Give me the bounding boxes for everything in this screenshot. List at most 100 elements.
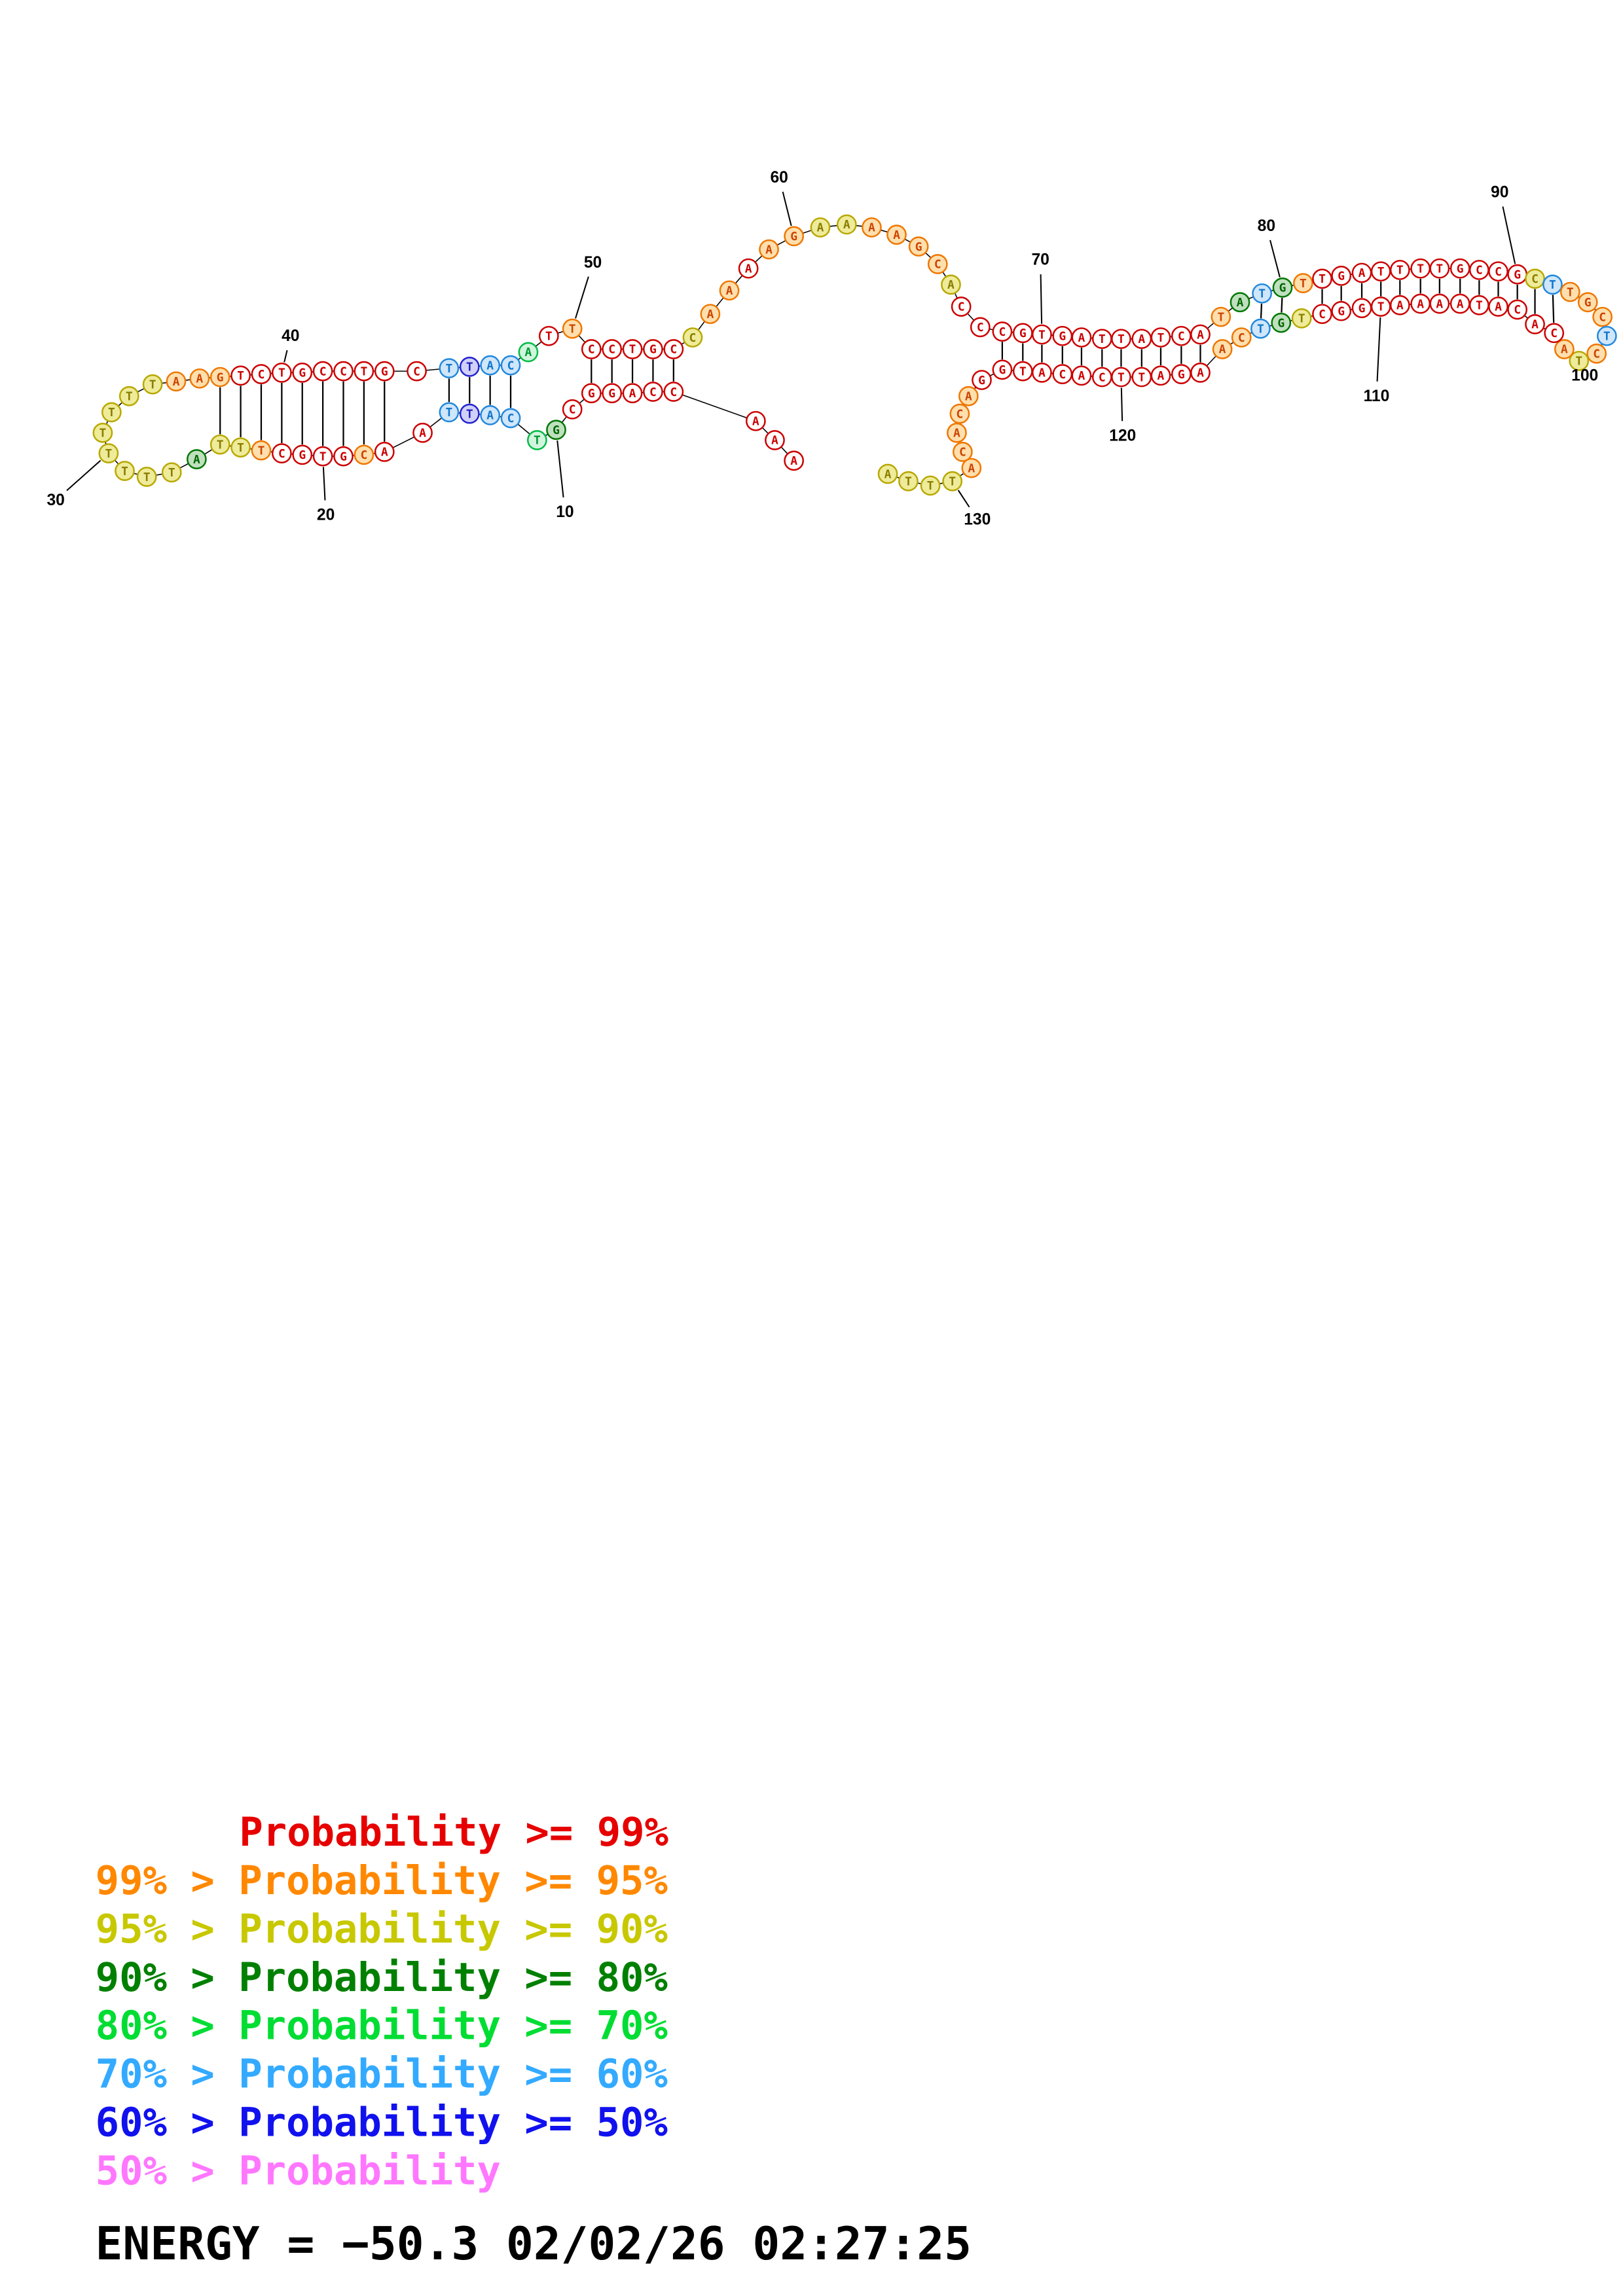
nucleotide-circle [581,383,602,404]
nucleotide-circle [439,358,460,378]
nucleotide-circle [312,361,333,382]
nucleotide-circle [189,368,210,389]
nucleotide-circle [98,443,119,463]
nucleotide-circle [992,359,1013,380]
label-leader-line [957,490,970,508]
position-label: 20 [317,507,335,524]
nucleotide-circle [439,402,460,423]
nucleotide-circle [682,327,703,348]
nucleotide-circle [251,364,272,384]
nucleotide-circle [1389,295,1410,315]
nucleotide-circle [1351,298,1372,319]
nucleotide-circle [942,471,963,492]
label-leader-lines [66,191,1577,508]
position-label: 10 [556,503,574,521]
nucleotide-circle [1569,351,1590,371]
nucleotide-circle [643,339,663,359]
nucleotide-circle [1389,260,1410,280]
nucleotide-circle [354,444,374,465]
nucleotide-circle [1507,299,1527,320]
nucleotide-circle [333,361,354,382]
position-label: 40 [282,327,299,345]
nucleotide-circle [602,383,623,404]
nucleotide-circle [1171,325,1192,346]
nucleotide-circle [622,339,643,359]
nucleotide-circle [949,403,970,424]
nucleotide-circle [1271,312,1292,333]
nucleotide-circle [500,355,521,376]
position-label: 90 [1491,183,1508,201]
nucleotide-circle [719,280,740,301]
nucleotide-circle [1312,304,1332,325]
nucleotide-circle [908,236,929,257]
nucleotide-circle [1190,324,1211,345]
nucleotide-circle [1507,264,1527,285]
legend-row-80: 90% > Probability >= 80% [96,1955,668,2001]
nucleotide-circle [970,317,991,338]
nucleotide-circle [1212,339,1233,359]
nucleotide-circle [92,422,113,443]
nucleotide-circle [186,449,207,469]
nucleotide-circle [1450,258,1470,279]
nucleotide-circle [738,258,759,279]
nucleotide-circle [663,382,684,402]
label-leader-line [575,276,589,319]
nucleotide-circle [581,339,602,359]
nucleotide-circle [1012,361,1033,382]
nucleotide-circle [500,408,521,429]
nucleotide-circle [602,339,623,359]
nucleotide-circle [562,399,583,420]
nucleotide-circle [412,422,433,443]
nucleotide-circle [230,365,251,386]
nucleotide-circle [1351,262,1372,283]
nucleotide-circle [992,321,1013,342]
nucleotide-circle [459,357,480,377]
position-label: 30 [46,492,64,509]
legend-row-below: 50% > Probability [96,2149,501,2195]
nucleotide-circle [251,440,272,461]
backbone-segment [673,391,756,422]
nucleotide-circle [1468,260,1489,280]
nucleotide-circle [312,446,333,467]
nucleotide-circle [1370,296,1391,317]
nucleotide-circle [622,383,643,404]
label-leader-line [1502,206,1516,264]
nucleotide-circle [1525,314,1545,334]
nucleotide-circle [1150,327,1171,348]
legend-row-99: Probability >= 99% [239,1810,668,1856]
nucleotide-circle [333,446,354,467]
nucleotide-circle [546,420,566,440]
nucleotide-circle [1525,268,1545,289]
nucleotide-circle [166,371,187,392]
legend-row-50: 60% > Probability >= 50% [96,2100,668,2146]
basepair-ticks [219,278,1555,446]
position-label: 80 [1258,217,1275,235]
nucleotide-circle [1012,323,1033,344]
nucleotide-circle [877,463,898,484]
nucleotide-circle [1111,329,1131,350]
nucleotide-circle [1410,258,1431,279]
position-label: 70 [1031,251,1049,269]
nucleotide-circle [927,254,948,274]
nucleotide-circle [810,217,831,238]
nucleotide-circle [518,342,539,363]
nucleotide-circle [1032,324,1052,345]
nucleotide-circle [1544,323,1565,344]
legend-row-60: 70% > Probability >= 60% [96,2052,668,2098]
position-label: 100 [1571,367,1598,385]
nucleotide-circle [1559,281,1580,302]
nucleotide-circle [643,382,663,402]
nucleotide-circle [480,404,500,425]
nucleotide-circle [1293,273,1313,293]
nucleotide-circle [271,362,292,383]
nucleotide-circle [562,318,583,339]
nucleotide-circle [1052,325,1073,346]
nucleotide-circle [1250,318,1271,339]
nucleotide-circle [1429,293,1450,314]
basepair-tick [1260,303,1263,319]
nucleotide-circle [374,442,395,462]
nucleotide-circle [1488,296,1508,317]
energy-text: ENERGY = −50.3 02/02/26 02:27:25 [96,2218,972,2270]
nucleotide-circle [941,274,961,295]
nucleotide-circle [1586,343,1607,364]
